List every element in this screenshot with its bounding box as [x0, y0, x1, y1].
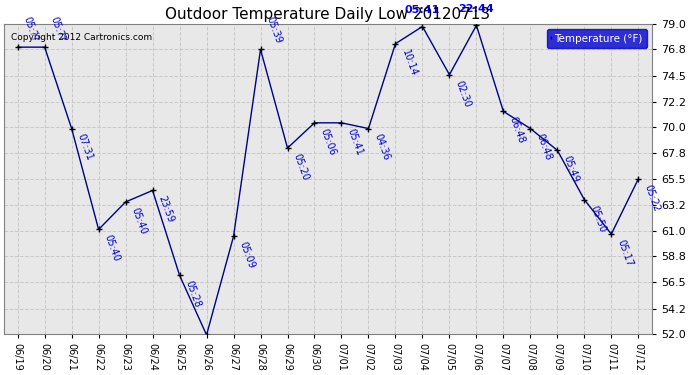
- Text: 06:48: 06:48: [535, 133, 553, 162]
- Text: 05:50: 05:50: [589, 204, 607, 234]
- Text: 05:22: 05:22: [642, 183, 662, 213]
- Text: 05:??: 05:??: [22, 15, 40, 43]
- Text: 07:31: 07:31: [76, 133, 95, 162]
- Text: 02:30: 02:30: [453, 79, 473, 108]
- Text: 10:14: 10:14: [400, 48, 419, 77]
- Text: 05:41: 05:41: [346, 127, 364, 157]
- Legend: Temperature (°F): Temperature (°F): [546, 29, 647, 48]
- Text: Copyright 2012 Cartronics.com: Copyright 2012 Cartronics.com: [10, 33, 152, 42]
- Title: Outdoor Temperature Daily Low 20120713: Outdoor Temperature Daily Low 20120713: [166, 7, 491, 22]
- Text: 05:40: 05:40: [103, 234, 121, 263]
- Text: 05:28: 05:28: [184, 279, 203, 309]
- Text: 03:46: 03:46: [0, 374, 1, 375]
- Text: 05:20: 05:20: [292, 152, 310, 182]
- Text: 22:44: 22:44: [459, 4, 494, 14]
- Text: 05:49: 05:49: [562, 154, 580, 184]
- Text: 05:40: 05:40: [130, 206, 149, 236]
- Text: 05:17: 05:17: [615, 238, 635, 268]
- Text: 05:41: 05:41: [405, 5, 440, 15]
- Text: 05:??: 05:??: [49, 15, 67, 43]
- Text: 05:06: 05:06: [319, 127, 337, 157]
- Text: 05:39: 05:39: [265, 16, 284, 45]
- Text: 06:48: 06:48: [508, 116, 526, 145]
- Text: 23:59: 23:59: [157, 195, 176, 224]
- Text: 04:36: 04:36: [373, 133, 391, 162]
- Text: 05:09: 05:09: [238, 240, 257, 270]
